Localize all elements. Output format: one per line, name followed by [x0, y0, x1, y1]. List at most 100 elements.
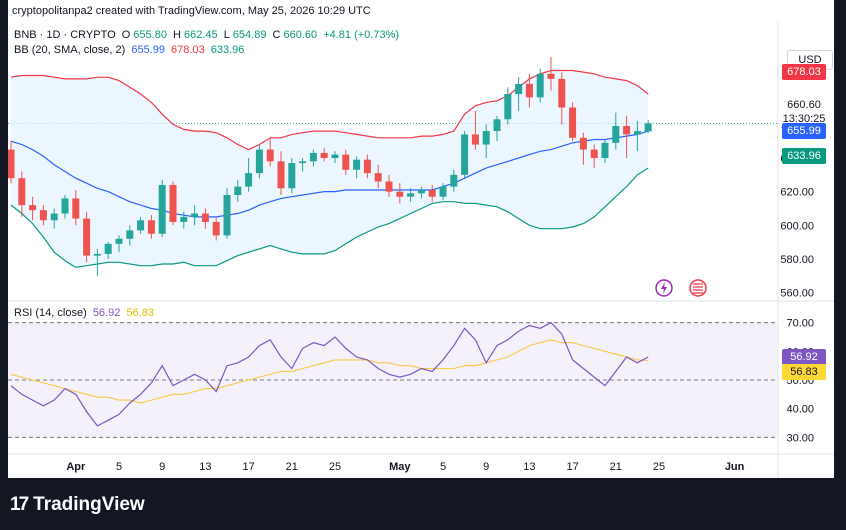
candle-body	[439, 186, 447, 197]
candle-body	[385, 181, 393, 192]
candle	[191, 205, 199, 226]
rsi-value: 56.92	[92, 307, 121, 319]
candle-body	[569, 107, 577, 138]
candle	[72, 189, 80, 226]
time-tick-label: 5	[116, 461, 122, 473]
candle	[223, 188, 231, 239]
bb-lower-tag: 633.96	[782, 148, 826, 164]
rsi-line	[10, 321, 649, 427]
candle-body	[374, 173, 382, 182]
candle-body	[83, 218, 91, 256]
rsi-ma-line	[10, 339, 649, 404]
bb-fill	[11, 70, 649, 268]
flag-icon-stripes	[693, 283, 703, 294]
candle-body	[137, 220, 145, 231]
candle	[126, 225, 134, 246]
candle	[525, 73, 533, 108]
high-label: H	[173, 29, 181, 41]
bb-upper-line	[10, 69, 649, 151]
candle	[569, 102, 577, 142]
candle-body	[61, 198, 69, 214]
candle	[396, 183, 404, 204]
rsi-ma-tag: 56.83	[782, 364, 826, 380]
time-tick-label: 9	[483, 461, 489, 473]
candle	[137, 216, 145, 234]
chart-credit: cryptopolitanpa2 created with TradingVie…	[8, 0, 834, 22]
close-label: C	[272, 29, 281, 41]
candle	[147, 215, 155, 239]
change-value: +4.81 (+0.73%)	[323, 29, 400, 41]
bb-upper-tag: 678.03	[782, 64, 826, 80]
time-tick-label: 17	[242, 461, 254, 473]
candle-body	[18, 178, 26, 206]
bb-upper-value: 678.03	[171, 44, 205, 56]
open-value: 655.80	[133, 29, 167, 41]
candle-body	[407, 193, 415, 197]
candle	[39, 205, 47, 226]
candle-body	[547, 73, 555, 79]
chart-frame[interactable]: 560.00580.00600.00620.00640.00660.0030.0…	[8, 22, 834, 478]
low-value: 654.89	[232, 29, 267, 41]
close-value: 660.60	[283, 29, 318, 41]
price-tag-value: 660.60	[787, 99, 821, 111]
candle	[255, 144, 263, 179]
candle	[342, 149, 350, 175]
candle	[158, 179, 166, 238]
time-tick-label: Apr	[66, 461, 86, 473]
bb-lower-value: 633.96	[210, 44, 245, 56]
candle-body	[320, 152, 328, 158]
candle	[515, 77, 523, 111]
candle-body	[342, 154, 350, 170]
candle-body	[428, 189, 436, 197]
candle-body	[245, 173, 253, 187]
candle	[428, 184, 436, 202]
candle	[299, 157, 307, 172]
flag-icon	[689, 279, 707, 297]
time-tick-label: 21	[286, 461, 298, 473]
price-tick-label: 560.00	[780, 288, 814, 300]
candle	[104, 242, 112, 259]
candle-body	[504, 94, 512, 120]
candle-body	[331, 154, 339, 158]
candle	[558, 72, 566, 125]
time-tick-label: Jun	[725, 461, 745, 473]
open-label: O	[121, 29, 131, 41]
price-tick-label: 620.00	[780, 187, 814, 199]
rsi-label: RSI (14, close)	[14, 307, 87, 319]
candle-body	[255, 149, 263, 174]
time-tick-label: 17	[566, 461, 578, 473]
candle-body	[288, 163, 296, 189]
rsi-legend: RSI (14, close) 56.92 56.83	[14, 307, 157, 319]
candle	[61, 195, 69, 219]
brand-name: TradingView	[33, 494, 145, 515]
candle	[18, 171, 26, 217]
candle	[50, 208, 58, 229]
bb-basis-line	[10, 130, 649, 218]
candle-body	[450, 174, 458, 187]
candle	[320, 147, 328, 162]
time-tick-label: 25	[653, 461, 665, 473]
candle	[201, 208, 209, 229]
candle-body	[309, 152, 317, 162]
high-value: 662.45	[183, 29, 218, 41]
candle-body	[104, 243, 112, 254]
flash-icon-bolt	[661, 282, 667, 294]
candle	[245, 157, 253, 192]
candle-body	[644, 123, 652, 132]
candle	[471, 110, 479, 150]
candle	[266, 137, 274, 167]
bb-legend: BB (20, SMA, close, 2) 655.99 678.03 633…	[14, 44, 247, 56]
candle-body	[601, 142, 609, 158]
price-chart[interactable]: 560.00580.00600.00620.00640.00660.0030.0…	[8, 22, 834, 478]
candle-body	[29, 205, 37, 211]
price-tag: 660.60	[782, 97, 826, 113]
candle	[450, 169, 458, 192]
rsi-tick-label: 70.00	[786, 318, 814, 330]
candle-body	[234, 186, 242, 196]
tradingview-brand[interactable]: 17 TradingView	[10, 494, 145, 516]
candle-body	[612, 126, 620, 143]
candle	[417, 186, 425, 199]
candle	[536, 68, 544, 103]
tradingview-logo-icon: 17	[10, 494, 29, 515]
candle	[504, 87, 512, 125]
